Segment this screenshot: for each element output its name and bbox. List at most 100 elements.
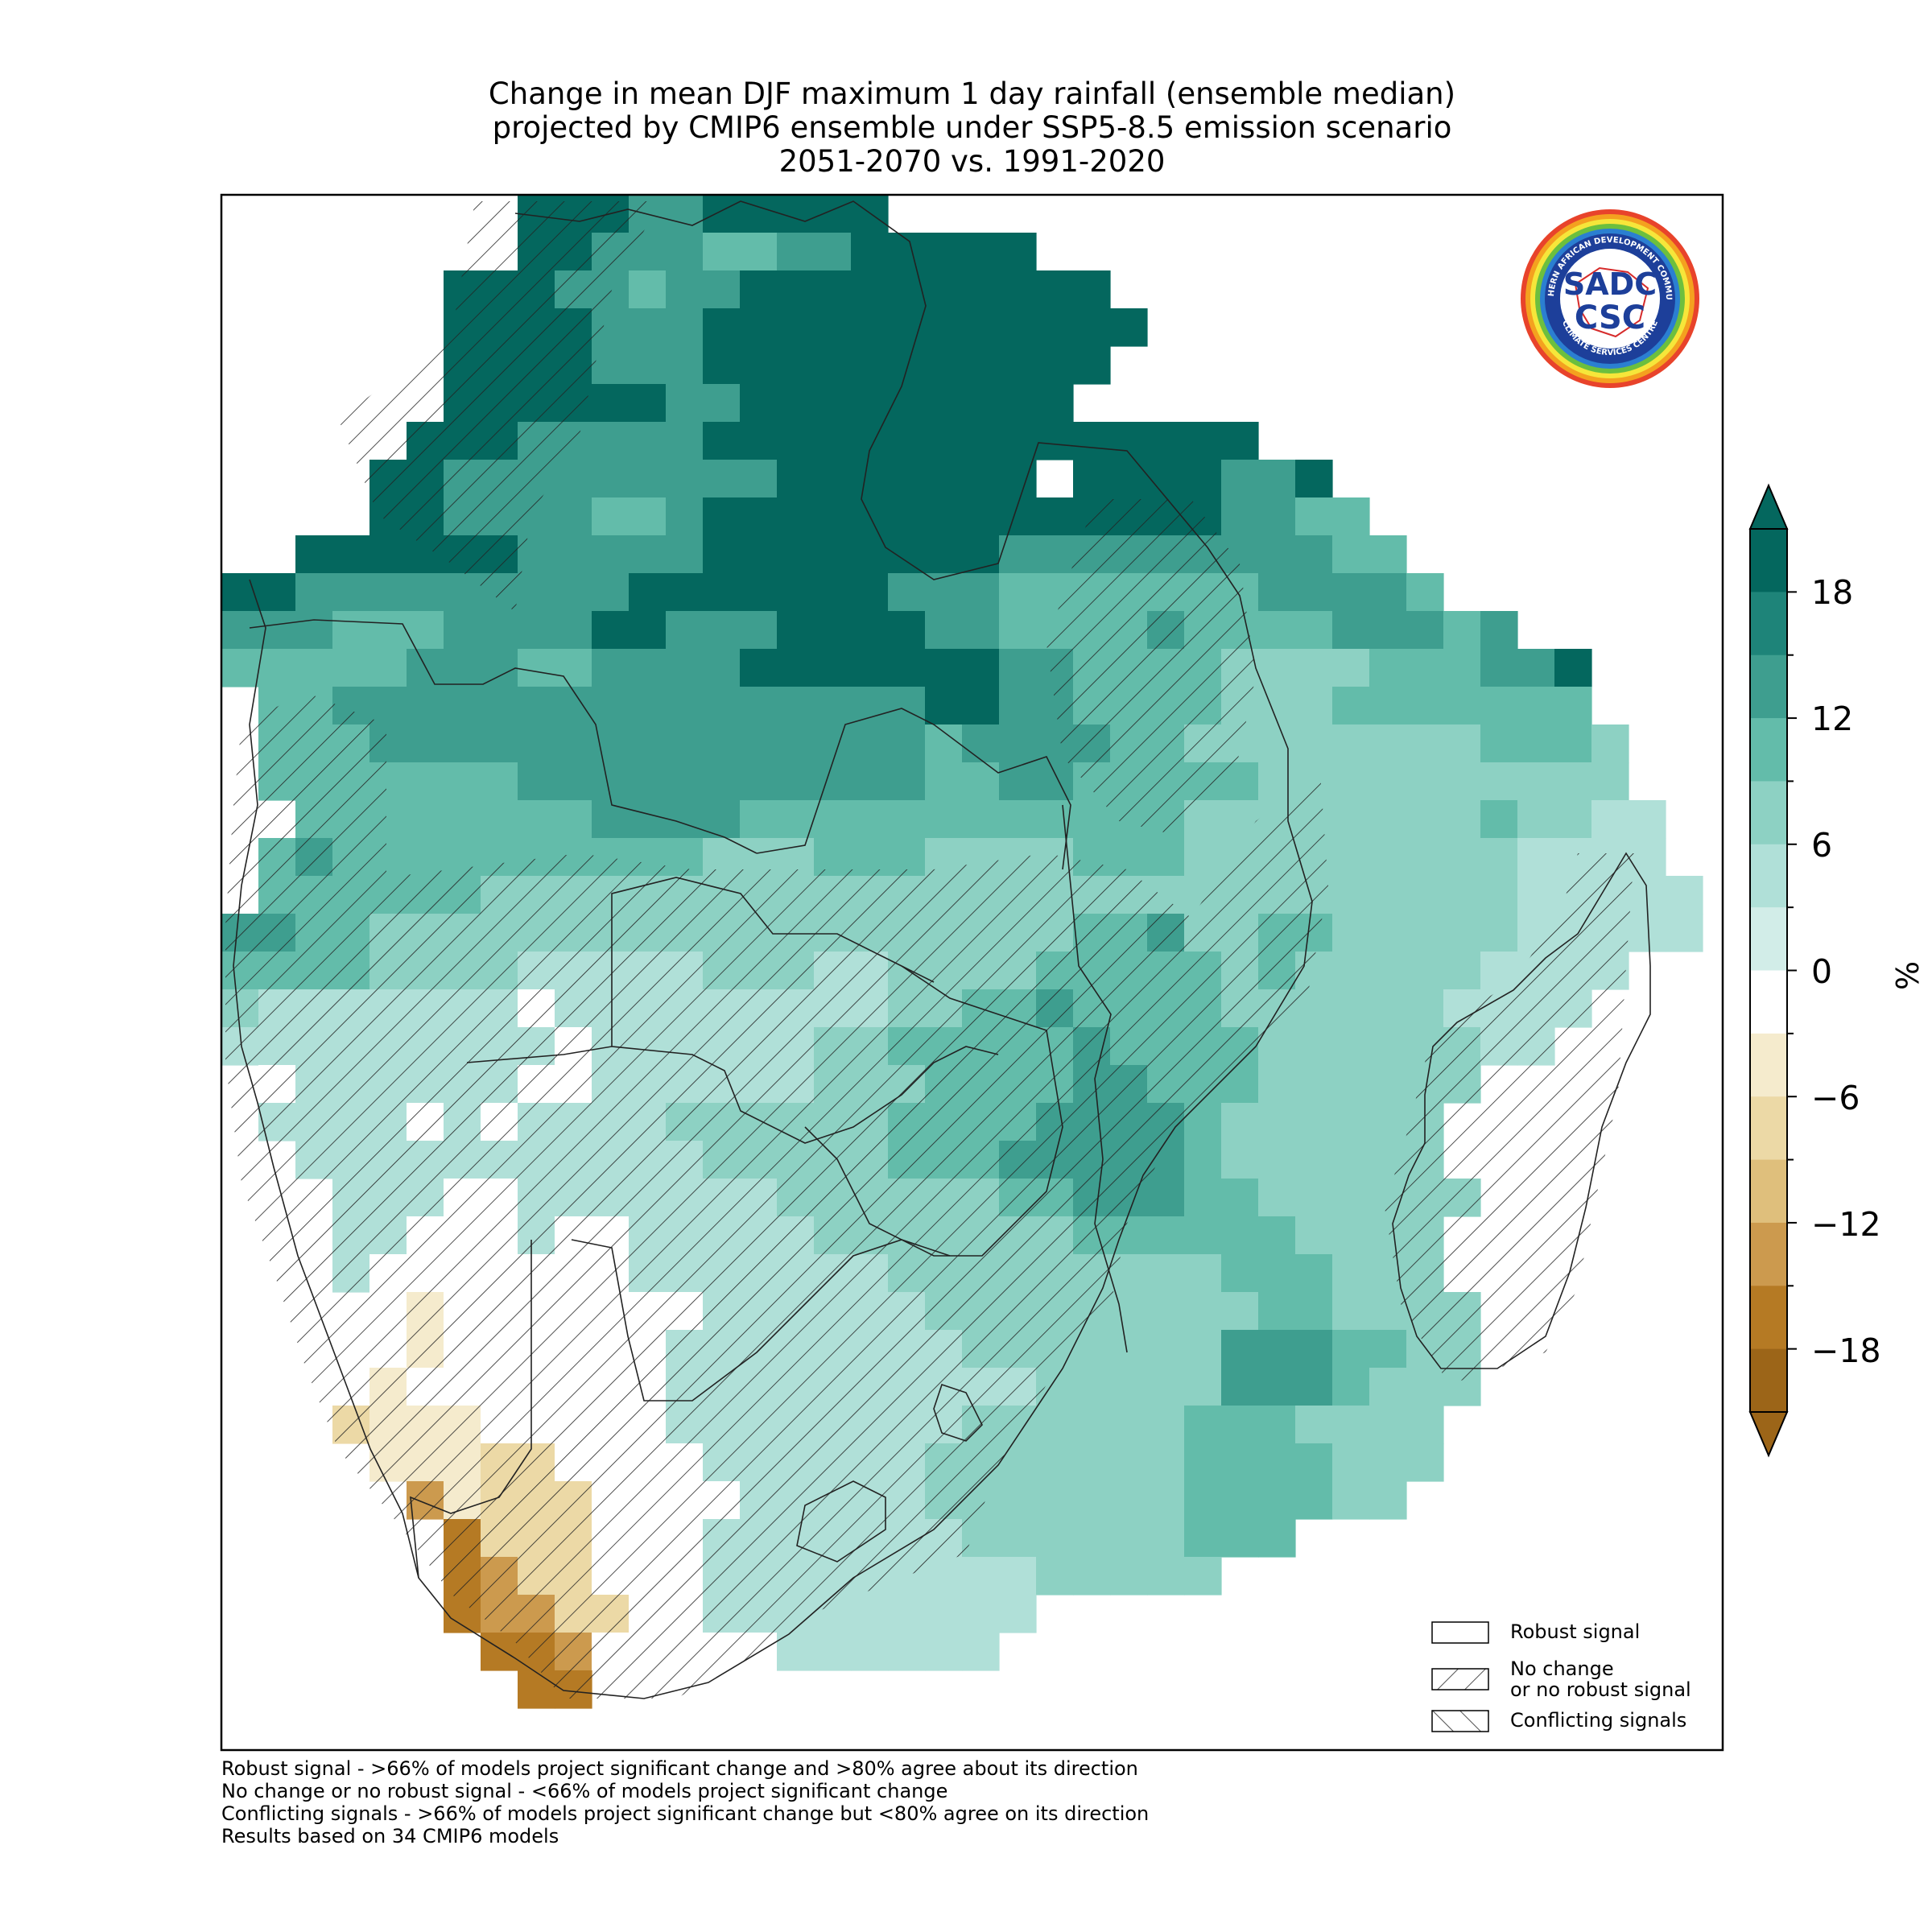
grid-cell: [592, 346, 630, 385]
grid-cell: [962, 573, 1000, 612]
grid-cell: [962, 233, 1000, 271]
legend-item-conflicting: Conflicting signals: [1431, 1705, 1721, 1740]
grid-cell: [1147, 1557, 1185, 1596]
grid-cell: [592, 497, 630, 536]
grid-cell: [1036, 308, 1074, 347]
colorbar-swatch: [1750, 1159, 1787, 1224]
grid-cell: [1666, 876, 1703, 914]
grid-cell: [888, 497, 926, 536]
grid-cell: [925, 460, 963, 498]
grid-cell: [666, 649, 704, 687]
colorbar-ticks: [1787, 591, 1797, 1350]
grid-cell: [1258, 1368, 1296, 1406]
grid-cell: [1036, 497, 1074, 536]
grid-cell: [1406, 1406, 1444, 1444]
grid-cell: [1295, 1330, 1333, 1368]
grid-cell: [851, 346, 889, 385]
grid-cell: [814, 270, 852, 309]
grid-cell: [925, 384, 963, 423]
grid-cell: [1332, 1481, 1370, 1520]
grid-cell: [740, 460, 778, 498]
grid-cell: [1036, 1557, 1074, 1596]
grid-cell: [1073, 1406, 1111, 1444]
grid-cell: [814, 800, 852, 839]
grid-cell: [481, 724, 518, 763]
grid-cell: [1110, 1557, 1148, 1596]
grid-cell: [1221, 1179, 1259, 1217]
grid-cell: [332, 611, 370, 650]
grid-cell: [999, 270, 1037, 309]
grid-cell: [925, 233, 963, 271]
grid-cell: [851, 649, 889, 687]
grid-cell: [592, 384, 630, 423]
grid-cell: [888, 687, 926, 725]
grid-cell: [518, 762, 555, 801]
grid-cell: [851, 800, 889, 839]
grid-cell: [1480, 724, 1518, 763]
border-lesotho: [796, 1480, 886, 1563]
legend-swatch-conflicting: [1431, 1710, 1489, 1732]
grid-cell: [666, 762, 704, 801]
grid-cell: [666, 195, 704, 233]
legend-label-conflicting: Conflicting signals: [1510, 1709, 1687, 1732]
grid-cell: [814, 762, 852, 801]
grid-cell: [1332, 762, 1370, 801]
grid-cell: [1406, 989, 1444, 1028]
grid-cell: [1369, 724, 1407, 763]
colorbar-swatch: [1750, 970, 1787, 1034]
grid-cell: [1184, 422, 1222, 460]
grid-cell: [925, 1595, 963, 1633]
grid-cell: [1110, 422, 1148, 460]
grid-cell: [1369, 1330, 1407, 1368]
grid-cell: [1369, 1103, 1407, 1141]
grid-cell: [1073, 1481, 1111, 1520]
grid-cell: [777, 687, 815, 725]
grid-cell: [703, 422, 741, 460]
grid-cell: [1110, 1330, 1148, 1368]
grid-cell: [1369, 1065, 1407, 1104]
colorbar-tick-label: 6: [1811, 826, 1833, 865]
grid-cell: [1073, 422, 1111, 460]
grid-cell: [1184, 1216, 1222, 1255]
grid-cell: [814, 687, 852, 725]
grid-cell: [629, 497, 667, 536]
grid-cell: [1406, 724, 1444, 763]
grid-cell: [1443, 838, 1481, 877]
grid-cell: [740, 611, 778, 650]
grid-cell: [221, 649, 259, 687]
grid-cell: [1295, 497, 1333, 536]
grid-cell: [629, 308, 667, 347]
colorbar-tick-label: −12: [1811, 1205, 1881, 1244]
grid-cell: [555, 460, 592, 498]
border-namibia-botswana: [466, 1046, 999, 1144]
grid-cell: [999, 1595, 1037, 1633]
grid-cell: [925, 687, 963, 725]
colorbar-swatch: [1750, 1286, 1787, 1350]
grid-cell: [777, 422, 815, 460]
colorbar-swatch: [1750, 1348, 1787, 1413]
grid-cell: [999, 1557, 1037, 1596]
footnote-no-change: No change or no robust signal - <66% of …: [221, 1780, 948, 1802]
grid-cell: [740, 573, 778, 612]
grid-cell: [814, 346, 852, 385]
grid-cell: [703, 270, 741, 309]
country-borders: [233, 200, 1651, 1699]
grid-cell: [740, 384, 778, 423]
grid-cell: [814, 573, 852, 612]
grid-cell: [777, 611, 815, 650]
grid-cell: [777, 460, 815, 498]
grid-cell: [1147, 838, 1185, 877]
grid-cell: [888, 762, 926, 801]
grid-cell: [1332, 1027, 1370, 1066]
grid-cell: [1332, 1103, 1370, 1141]
grid-cell: [1480, 762, 1518, 801]
grid-cell: [925, 346, 963, 385]
colorbar-tick-label: 12: [1811, 700, 1854, 738]
grid-cell: [592, 687, 630, 725]
grid-cell: [703, 687, 741, 725]
grid-cell: [629, 346, 667, 385]
grid-cell: [518, 800, 555, 839]
grid-cell: [1036, 1443, 1074, 1482]
grid-cell: [407, 800, 444, 839]
grid-cell: [1332, 1330, 1370, 1368]
